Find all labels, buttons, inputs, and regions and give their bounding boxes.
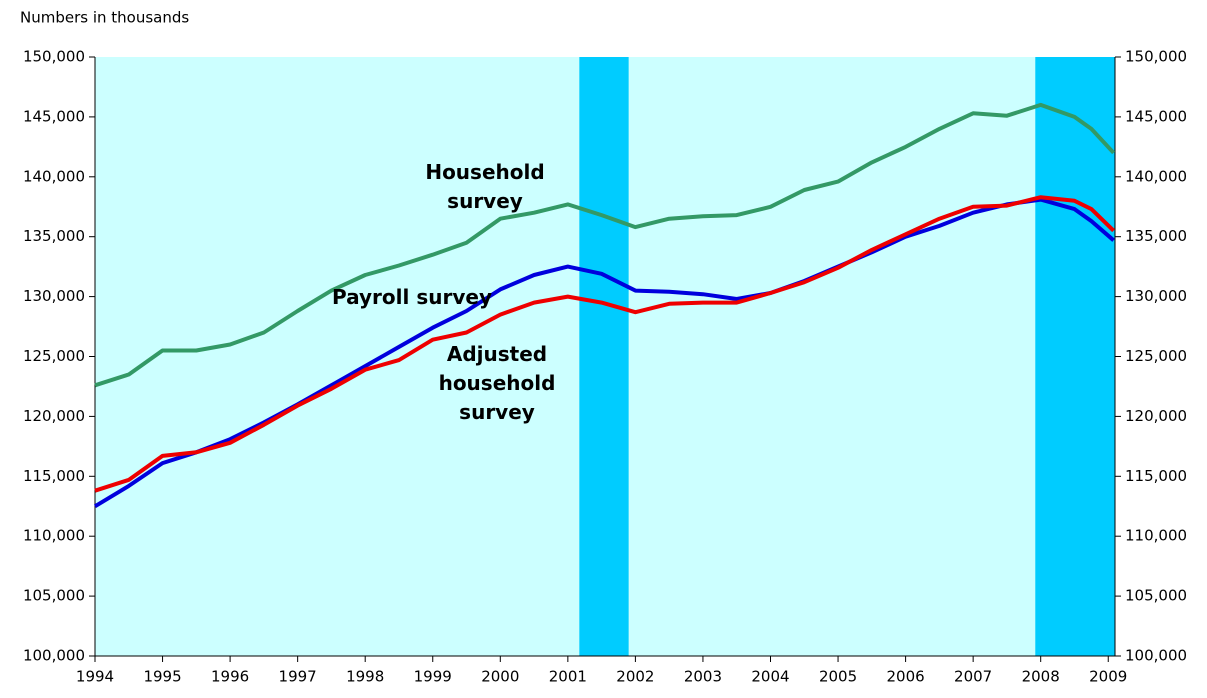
annotation-line: Adjusted — [447, 342, 547, 366]
y2-tick-label: 125,000 — [1125, 347, 1187, 365]
y-tick-label: 115,000 — [23, 467, 85, 485]
x-tick-label: 2004 — [751, 668, 789, 686]
x-tick-label: 2006 — [887, 668, 925, 686]
y-tick-label: 110,000 — [23, 527, 85, 545]
annotation-line: survey — [447, 189, 523, 213]
x-tick-label: 2002 — [616, 668, 654, 686]
x-tick-label: 2008 — [1022, 668, 1060, 686]
y2-tick-label: 115,000 — [1125, 467, 1187, 485]
x-tick-label: 2007 — [954, 668, 992, 686]
y2-tick-label: 100,000 — [1125, 647, 1187, 665]
y2-tick-label: 145,000 — [1125, 107, 1187, 125]
y-tick-label: 145,000 — [23, 107, 85, 125]
x-tick-label: 1999 — [414, 668, 452, 686]
y2-tick-label: 135,000 — [1125, 227, 1187, 245]
annotation: Payroll survey — [332, 285, 492, 309]
y-tick-label: 105,000 — [23, 587, 85, 605]
y2-tick-label: 140,000 — [1125, 167, 1187, 185]
recession-band — [579, 57, 629, 656]
y-tick-label: 140,000 — [23, 167, 85, 185]
x-tick-label: 2009 — [1089, 668, 1127, 686]
annotation-line: survey — [459, 400, 535, 424]
x-tick-label: 2000 — [481, 668, 519, 686]
annotation-line: Household — [425, 160, 544, 184]
x-tick-label: 2003 — [684, 668, 722, 686]
annotation-line: household — [439, 371, 556, 395]
y-tick-label: 130,000 — [23, 287, 85, 305]
x-tick-label: 1994 — [76, 668, 114, 686]
y2-tick-label: 150,000 — [1125, 48, 1187, 66]
annotation: Household survey — [425, 160, 544, 213]
x-tick-label: 1996 — [211, 668, 249, 686]
y-tick-label: 135,000 — [23, 227, 85, 245]
series-line — [94, 102, 1116, 388]
annotation-line: Payroll survey — [332, 285, 492, 309]
x-tick-label: 1997 — [279, 668, 317, 686]
y2-tick-label: 110,000 — [1125, 527, 1187, 545]
recession-band — [1035, 57, 1115, 656]
y-tick-label: 150,000 — [23, 48, 85, 66]
y2-tick-label: 105,000 — [1125, 587, 1187, 605]
x-tick-label: 2001 — [549, 668, 587, 686]
y-tick-label: 100,000 — [23, 647, 85, 665]
y2-tick-label: 130,000 — [1125, 287, 1187, 305]
y-tick-label: 125,000 — [23, 347, 85, 365]
series-line — [94, 195, 1115, 493]
y-tick-label: 120,000 — [23, 407, 85, 425]
x-tick-label: 1998 — [346, 668, 384, 686]
y2-tick-label: 120,000 — [1125, 407, 1187, 425]
axis-note: Numbers in thousands — [20, 9, 189, 27]
annotation: Adjusted household survey — [439, 342, 556, 424]
x-tick-label: 2005 — [819, 668, 857, 686]
x-tick-label: 1995 — [143, 668, 181, 686]
